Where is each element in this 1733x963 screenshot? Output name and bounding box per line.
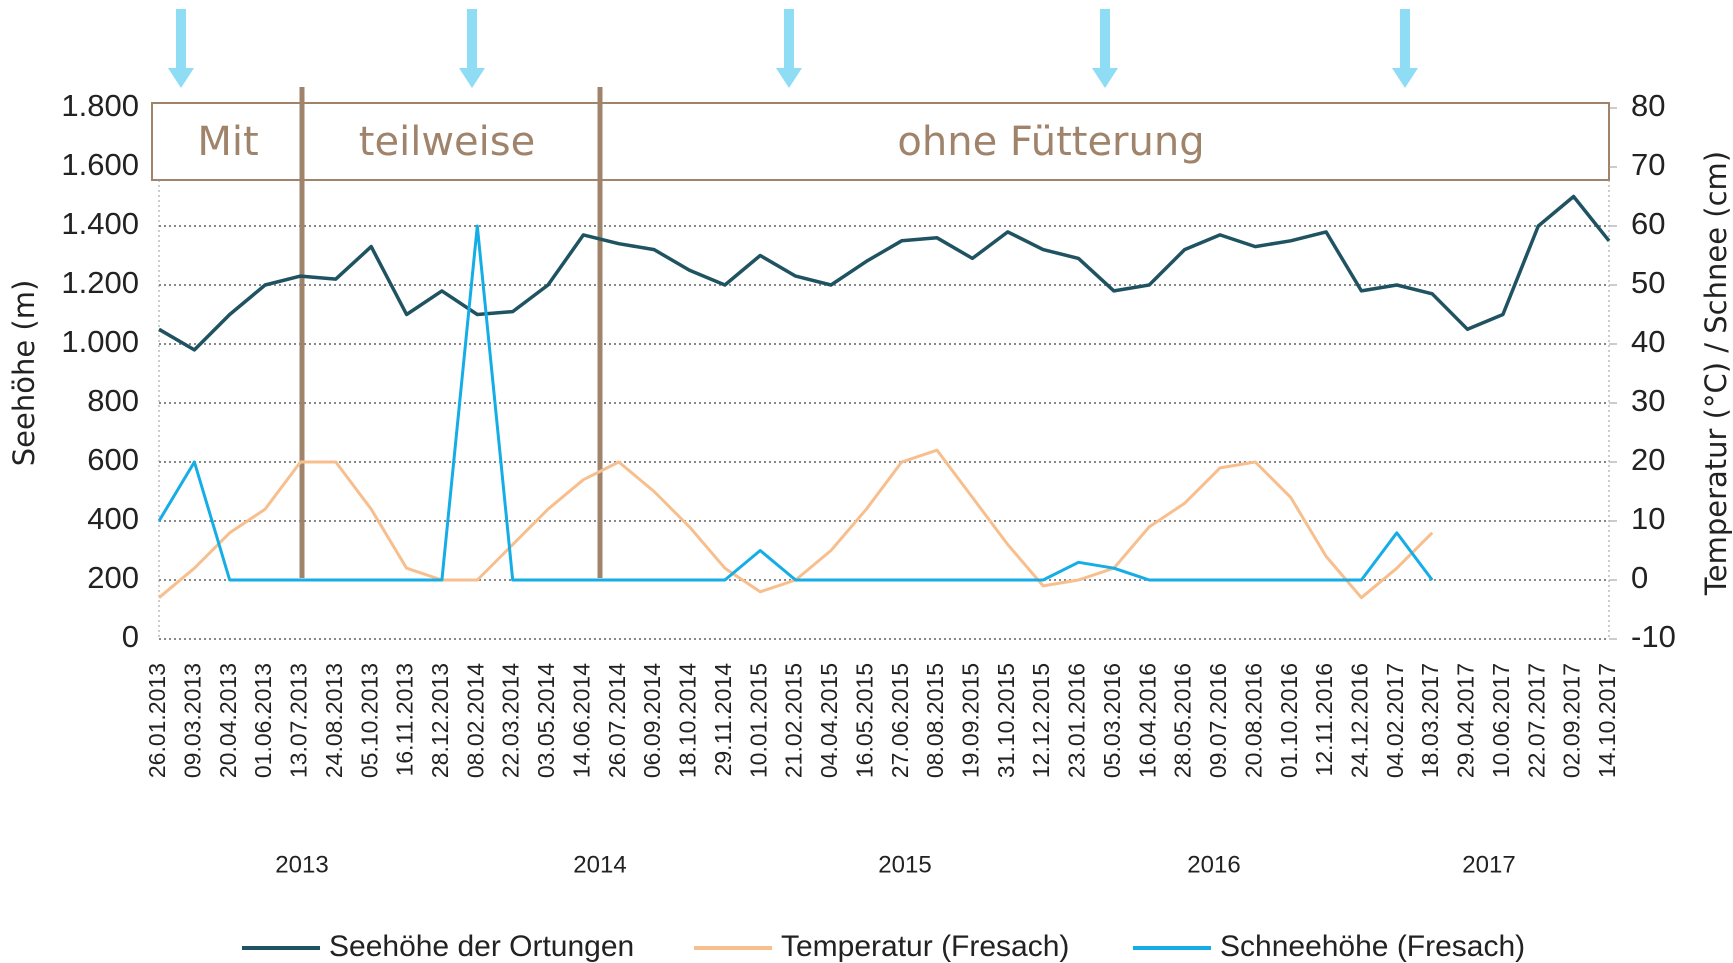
year-label: 2015 (878, 851, 931, 878)
y-tick-label: 400 (87, 501, 139, 536)
x-tick-label: 08.08.2015 (922, 663, 948, 778)
y2-tick-label: 20 (1631, 442, 1665, 477)
feeding-band (151, 102, 1610, 181)
year-label: 2017 (1462, 851, 1515, 878)
series-line (158, 448, 1434, 600)
feeding-arrows (168, 9, 1418, 88)
series-line (158, 194, 1611, 352)
year-label: 2014 (573, 851, 626, 878)
legend-label: Schneehöhe (Fresach) (1220, 930, 1525, 963)
x-tick-label: 22.03.2014 (498, 663, 524, 778)
band-label: Mit (197, 119, 258, 165)
x-tick-label: 31.10.2015 (993, 663, 1019, 778)
series-line (157, 224, 1434, 582)
y2-tick-label: 10 (1631, 501, 1665, 536)
y2-tick-label: 40 (1631, 324, 1665, 359)
y2-tick-label: 0 (1631, 560, 1648, 595)
x-tick-label: 29.04.2017 (1453, 663, 1479, 778)
x-tick-label: 22.07.2017 (1523, 663, 1549, 778)
x-tick-label: 28.05.2016 (1170, 663, 1196, 778)
x-tick-label: 16.05.2015 (851, 663, 877, 778)
x-tick-label: 26.01.2013 (144, 663, 170, 778)
x-tick-label: 01.06.2013 (250, 663, 276, 778)
x-tick-label: 08.02.2014 (462, 663, 488, 778)
x-tick-label: 27.06.2015 (887, 663, 913, 778)
y-tick-label: 1.000 (61, 324, 139, 359)
y-tick-label: 200 (87, 560, 139, 595)
x-tick-label: 04.04.2015 (816, 663, 842, 778)
x-tick-label: 03.05.2014 (533, 663, 559, 778)
x-tick-label: 26.07.2014 (604, 663, 630, 778)
x-tick-label: 18.03.2017 (1417, 663, 1443, 778)
year-label: 2013 (275, 851, 328, 878)
x-tick-label: 18.10.2014 (675, 663, 701, 778)
x-tick-label: 21.02.2015 (781, 663, 807, 778)
y2-axis-label: Temperatur (°C) / Schnee (cm) (1699, 151, 1733, 596)
x-tick-label: 10.06.2017 (1488, 663, 1514, 778)
x-tick-label: 05.10.2013 (356, 663, 382, 778)
x-tick-label: 02.09.2017 (1559, 663, 1585, 778)
y2-tick-label: 60 (1631, 206, 1665, 241)
band-label: ohne Fütterung (897, 119, 1204, 165)
year-label: 2016 (1187, 851, 1240, 878)
y2-tick-label: 80 (1631, 88, 1665, 123)
x-tick-label: 14.10.2017 (1594, 663, 1620, 778)
legend-label: Temperatur (Fresach) (781, 930, 1069, 963)
x-tick-label: 16.04.2016 (1134, 663, 1160, 778)
x-tick-label: 04.02.2017 (1382, 663, 1408, 778)
x-tick-label: 06.09.2014 (639, 663, 665, 778)
legend-label: Seehöhe der Ortungen (329, 930, 634, 963)
x-tick-label: 05.03.2016 (1099, 663, 1125, 778)
x-tick-label: 23.01.2016 (1064, 663, 1090, 778)
y2-tick-label: 50 (1631, 265, 1665, 300)
y-tick-label: 1.600 (61, 147, 139, 182)
x-tick-label: 12.12.2015 (1028, 663, 1054, 778)
y2-tick-label: 30 (1631, 383, 1665, 418)
y2-tick-label: -10 (1631, 619, 1676, 654)
x-tick-label: 14.06.2014 (568, 663, 594, 778)
x-tick-label: 10.01.2015 (745, 663, 771, 778)
x-tick-label: 20.08.2016 (1240, 663, 1266, 778)
x-tick-label: 16.11.2013 (392, 663, 418, 776)
y-tick-label: 0 (122, 619, 139, 654)
x-tick-label: 29.11.2014 (710, 663, 736, 777)
y-tick-label: 600 (87, 442, 139, 477)
x-tick-label: 12.11.2016 (1311, 663, 1337, 776)
y-axis-label: Seehöhe (m) (7, 280, 41, 467)
y-tick-label: 1.400 (61, 206, 139, 241)
x-tick-label: 24.12.2016 (1347, 663, 1373, 778)
y-tick-label: 1.800 (61, 88, 139, 123)
y-tick-label: 800 (87, 383, 139, 418)
x-tick-label: 28.12.2013 (427, 663, 453, 778)
y-tick-label: 1.200 (61, 265, 139, 300)
x-tick-label: 09.03.2013 (179, 663, 205, 778)
band-label: teilweise (359, 119, 535, 165)
y2-tick-label: 70 (1631, 147, 1665, 182)
x-tick-label: 01.10.2016 (1276, 663, 1302, 778)
x-tick-label: 09.07.2016 (1205, 663, 1231, 778)
x-tick-label: 13.07.2013 (286, 663, 312, 778)
x-tick-label: 19.09.2015 (957, 663, 983, 778)
x-tick-label: 24.08.2013 (321, 663, 347, 778)
x-tick-label: 20.04.2013 (215, 663, 241, 778)
